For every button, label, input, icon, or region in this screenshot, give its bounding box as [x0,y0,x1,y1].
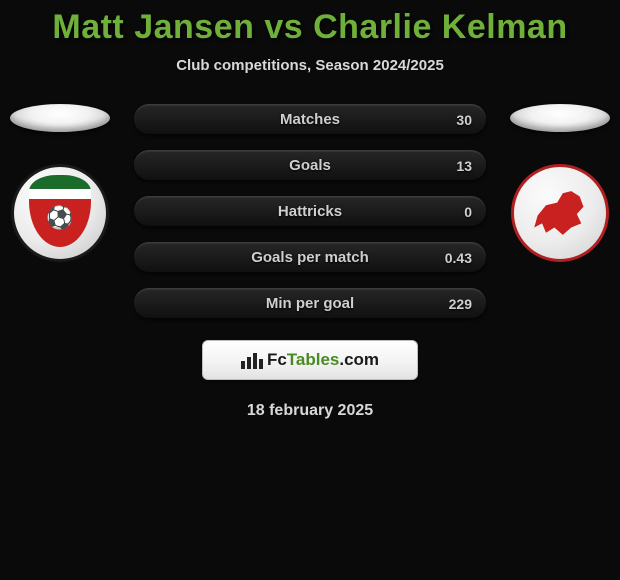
stat-right-value: 0 [464,204,472,220]
subtitle: Club competitions, Season 2024/2025 [176,57,444,74]
stat-right-value: 229 [449,296,472,312]
stat-row: Min per goal 229 [134,288,486,318]
stat-row: Goals per match 0.43 [134,242,486,272]
comparison-card: Matt Jansen vs Charlie Kelman Club compe… [0,0,620,420]
brand-badge[interactable]: FcTables.com [202,340,418,380]
right-player-placeholder [510,104,610,132]
stat-label: Min per goal [266,295,354,312]
stat-label: Hattricks [278,203,342,220]
brand-chart-icon [241,351,263,369]
stat-row: Hattricks 0 [134,196,486,226]
page-title: Matt Jansen vs Charlie Kelman [52,8,567,47]
main-row: Matches 30 Goals 13 Hattricks 0 Goals per matc… [0,104,620,318]
brand-highlight: Tables [287,350,340,369]
comparison-date: 18 february 2025 [247,402,373,420]
brand-post: .com [339,350,379,369]
stat-right-value: 13 [456,158,472,174]
right-player-column [504,104,616,262]
stat-right-value: 30 [456,112,472,128]
left-player-column [4,104,116,262]
stats-column: Matches 30 Goals 13 Hattricks 0 Goals per matc… [134,104,486,318]
left-player-placeholder [10,104,110,132]
left-club-crest-icon [11,164,109,262]
stat-row: Goals 13 [134,150,486,180]
stat-label: Matches [280,111,340,128]
stat-row: Matches 30 [134,104,486,134]
right-club-crest-icon [511,164,609,262]
stat-label: Goals [289,157,331,174]
stat-label: Goals per match [251,249,369,266]
stat-right-value: 0.43 [445,250,472,266]
brand-text: FcTables.com [267,350,379,370]
brand-pre: Fc [267,350,287,369]
